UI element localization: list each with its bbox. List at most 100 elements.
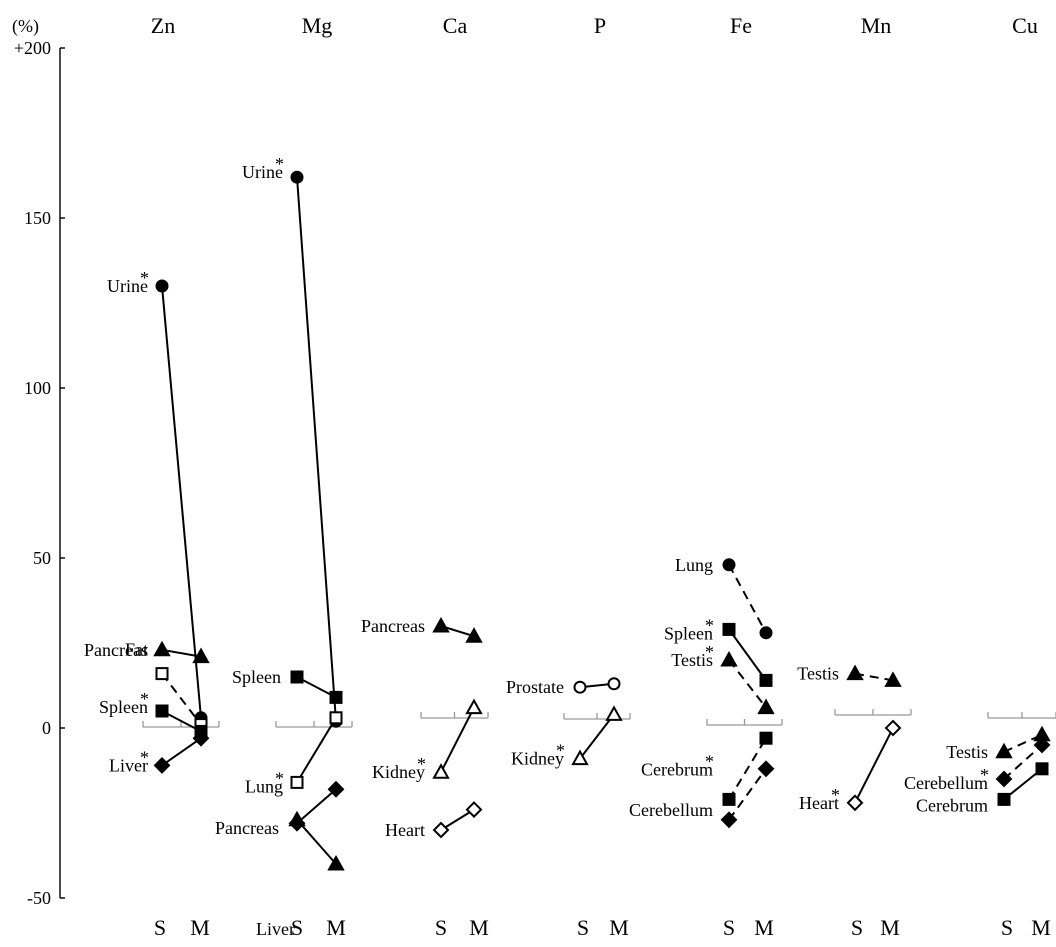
series-label: Cerebellum xyxy=(629,800,713,820)
panel-title: P xyxy=(594,13,606,38)
diamond-marker xyxy=(327,780,345,798)
series-label: Cerebellum xyxy=(904,773,988,793)
panel-mn: Mn S M Testis Heart* xyxy=(797,13,912,940)
series-label: Liver xyxy=(109,755,148,775)
series-label: Heart xyxy=(799,793,839,813)
panel-title: Fe xyxy=(730,13,752,38)
panel-title: Zn xyxy=(151,13,175,38)
diamond-marker xyxy=(757,760,775,778)
series-lung: Lung xyxy=(675,555,773,640)
series-line xyxy=(161,672,202,726)
significance-asterisk: * xyxy=(705,642,714,662)
series-prostate: Prostate xyxy=(506,677,621,697)
panel-ca: Ca S M Pancreas Kidney* Heart xyxy=(361,13,489,940)
square-marker xyxy=(290,775,304,789)
significance-asterisk: * xyxy=(831,785,840,805)
significance-asterisk: * xyxy=(140,747,149,767)
diamond-marker xyxy=(192,729,210,747)
series-line xyxy=(728,659,767,709)
x-label-s: S xyxy=(154,915,166,940)
x-label-m: M xyxy=(880,915,900,940)
panel-title: Mg xyxy=(302,13,333,38)
series-line xyxy=(296,177,337,722)
triangle-marker xyxy=(465,627,483,643)
series-line xyxy=(161,737,202,767)
y-tick-label: -50 xyxy=(27,888,51,908)
series-label: Liver xyxy=(256,919,295,939)
series-label: Pancreas xyxy=(84,640,148,660)
circle-marker xyxy=(290,170,304,184)
significance-asterisk: * xyxy=(705,751,714,771)
series-line xyxy=(728,737,767,800)
series-label: Urine xyxy=(242,162,283,182)
diamond-marker xyxy=(995,770,1013,788)
y-tick-label: +200 xyxy=(14,38,51,58)
series-spleen: Spleen xyxy=(232,667,343,704)
series-line xyxy=(296,788,337,824)
diamond-marker xyxy=(432,821,450,839)
y-unit-label: (%) xyxy=(12,16,39,37)
series-label: Cerebrum xyxy=(641,759,713,779)
square-marker xyxy=(722,622,736,636)
series-label: Testis xyxy=(671,650,713,670)
series-pancreas: Pancreas xyxy=(84,640,210,664)
triangle-marker xyxy=(153,640,171,657)
series-lung: Lung* xyxy=(245,711,343,796)
series-testis: Testis xyxy=(797,664,902,687)
diamond-marker xyxy=(720,811,738,829)
series-label: Lung xyxy=(245,776,283,796)
circle-marker xyxy=(722,558,736,572)
x-label-s: S xyxy=(291,915,303,940)
series-line xyxy=(440,808,475,831)
triangle-marker xyxy=(884,671,902,687)
x-label-m: M xyxy=(469,915,489,940)
triangle-marker xyxy=(288,810,306,827)
triangle-marker xyxy=(327,854,345,871)
significance-asterisk: * xyxy=(556,741,565,761)
significance-asterisk: * xyxy=(275,768,284,788)
x-label-s: S xyxy=(851,915,863,940)
series-spleen: Spleen* xyxy=(99,689,208,738)
series-label: Kidney xyxy=(372,762,425,782)
series-pancreas: Pancreas xyxy=(215,810,345,871)
series-line xyxy=(854,672,894,682)
square-marker xyxy=(759,673,773,687)
x-label-s: S xyxy=(435,915,447,940)
diamond-marker xyxy=(153,756,171,774)
series-cerebrum: Cerebrum xyxy=(916,762,1049,815)
y-tick-label: 0 xyxy=(42,718,51,738)
significance-asterisk: * xyxy=(980,765,989,785)
series-label: Pancreas xyxy=(215,818,279,838)
series-urine: Urine* xyxy=(242,154,343,728)
series-cerebrum: Cerebrum* xyxy=(641,731,773,806)
series-label: Testis xyxy=(946,742,988,762)
triangle-marker xyxy=(571,749,589,766)
x-label-m: M xyxy=(190,915,210,940)
series-testis: Testis xyxy=(946,725,1051,762)
x-label-s: S xyxy=(723,915,735,940)
series-label: Spleen xyxy=(232,667,281,687)
triangle-marker xyxy=(605,705,623,721)
series-label: Cerebrum xyxy=(916,795,988,815)
series-spleen: Spleen* xyxy=(664,615,773,687)
x-label-m: M xyxy=(326,915,346,940)
series-label: Urine xyxy=(107,276,148,296)
series-line xyxy=(1003,744,1043,780)
series-label: Spleen xyxy=(664,623,713,643)
series-line xyxy=(728,768,767,821)
series-liver: Liver* xyxy=(109,729,210,775)
series-label: Heart xyxy=(385,820,425,840)
panel-p: P S M Prostate Kidney* xyxy=(506,13,631,940)
significance-asterisk: * xyxy=(417,754,426,774)
triangle-marker xyxy=(995,742,1013,759)
series-label: Kidney xyxy=(511,749,564,769)
series-label: Fat xyxy=(125,640,148,660)
series-label: Pancreas xyxy=(361,616,425,636)
significance-asterisk: * xyxy=(140,689,149,709)
series-cerebellum: Cerebellum* xyxy=(904,736,1051,793)
series-urine: Urine * xyxy=(107,268,208,725)
